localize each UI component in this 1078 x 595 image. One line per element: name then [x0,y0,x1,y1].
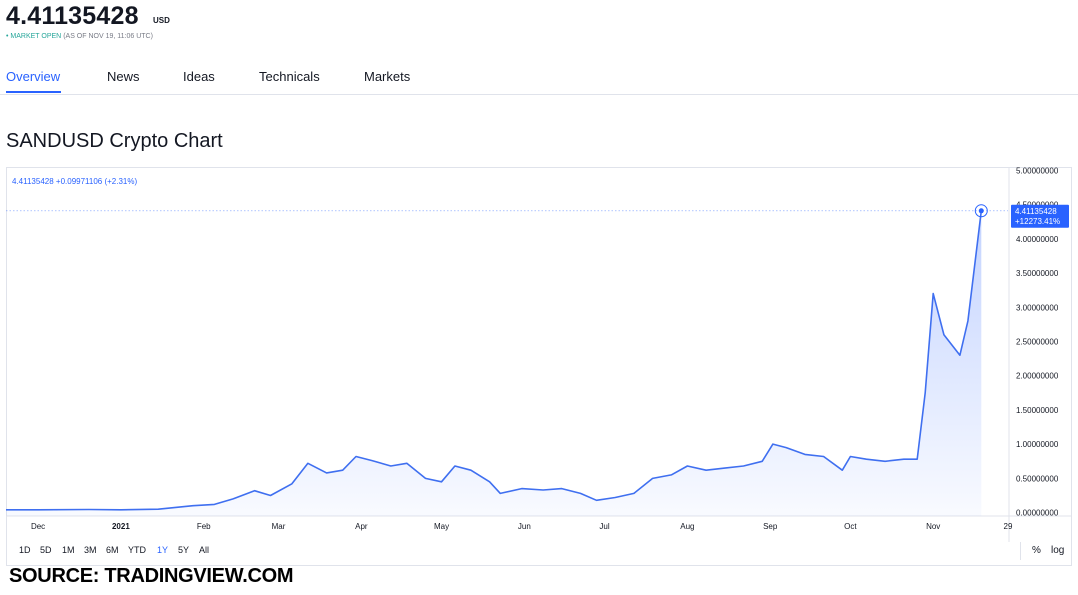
x-tick-label: Dec [31,522,45,531]
x-tick-label: Mar [272,522,286,531]
x-tick-label: 2021 [112,522,130,531]
x-tick-label: Nov [926,522,940,531]
x-tick-label: Sep [763,522,778,531]
status-dot-icon: • [6,33,9,40]
range-3m[interactable]: 3M [84,545,97,555]
last-price-badge [1011,204,1069,228]
range-5y[interactable]: 5Y [178,545,190,555]
x-tick-label: Feb [197,522,211,531]
tab-ideas[interactable]: Ideas [183,69,215,84]
last-point-dot [978,208,984,214]
y-tick-label: 1.50000000 [1016,406,1059,415]
market-status: • MARKET OPEN (AS OF NOV 19, 11:06 UTC) [6,33,153,40]
y-tick-label: 4.00000000 [1016,235,1059,244]
y-tick-label: 3.50000000 [1016,269,1059,278]
x-tick-label: Aug [680,522,694,531]
tab-technicals[interactable]: Technicals [259,69,320,84]
chart-legend-values: 4.41135428 +0.09971106 (+2.31%) [12,177,138,186]
tab-markets[interactable]: Markets [364,69,411,84]
log-scale-button[interactable]: log [1051,545,1065,556]
last-price-label: 4.41135428 [1015,207,1057,216]
x-tick-label: Jul [599,522,609,531]
range-ytd[interactable]: YTD [128,545,146,555]
y-tick-label: 3.00000000 [1016,303,1059,312]
y-tick-label: 2.00000000 [1016,372,1059,381]
currency-label: USD [153,16,170,25]
market-open-label: MARKET OPEN [10,33,62,40]
toolbar-divider [1020,542,1021,560]
range-all[interactable]: All [199,545,210,555]
market-time-label: (AS OF NOV 19, 11:06 UTC) [63,33,153,40]
percent-scale-button[interactable]: % [1032,545,1041,556]
y-tick-label: 5.00000000 [1016,167,1059,175]
y-tick-label: 2.50000000 [1016,338,1059,347]
source-caption: SOURCE: TRADINGVIEW.COM [9,565,294,587]
range-5d[interactable]: 5D [40,545,52,555]
price-area-fill [6,210,982,517]
y-tick-label: 0.50000000 [1016,474,1059,483]
tab-bar: Overview News Ideas Technicals Markets [0,62,1078,95]
chart-container [6,167,1072,566]
range-6m[interactable]: 6M [106,545,119,555]
y-tick-label: 0.00000000 [1016,509,1059,518]
last-point-ring [974,204,988,218]
x-tick-label: May [434,522,449,531]
y-tick-label: 1.00000000 [1016,440,1059,449]
tab-news[interactable]: News [107,69,140,84]
range-1y[interactable]: 1Y [157,545,169,555]
range-1d[interactable]: 1D [19,545,31,555]
x-tick-label: Apr [355,522,368,531]
x-tick-label: Oct [844,522,857,531]
x-tick-label: 29 [1004,522,1013,531]
tab-overview[interactable]: Overview [6,69,61,84]
x-tick-label: Jun [518,522,531,531]
last-change-label: +12273.41% [1015,217,1060,226]
range-1m[interactable]: 1M [62,545,75,555]
price-value: 4.41135428 [6,2,139,30]
active-tab-indicator [6,91,61,93]
price-line [6,210,983,511]
price-chart[interactable]: 5.000000004.500000004.000000003.50000000… [6,167,1072,542]
chart-heading: SANDUSD Crypto Chart [6,130,223,152]
